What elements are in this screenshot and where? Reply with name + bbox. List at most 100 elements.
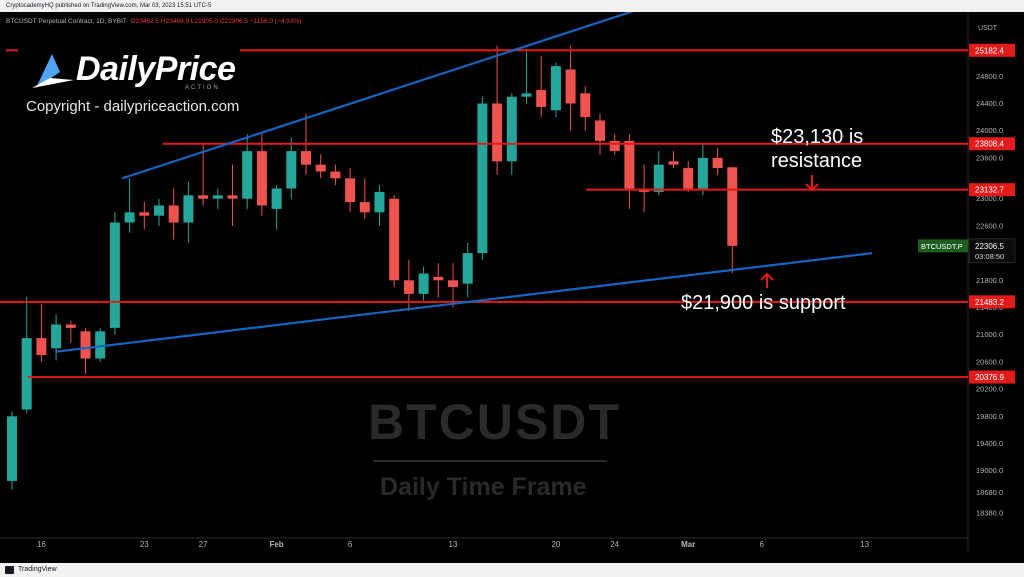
candle-body[interactable] xyxy=(359,202,370,213)
candle-body[interactable] xyxy=(51,324,62,349)
currency-label: USDT xyxy=(978,25,998,32)
candle-body[interactable] xyxy=(227,195,238,199)
y-tick-label: 24400.0 xyxy=(976,99,1003,108)
price-level-badge xyxy=(969,183,1015,197)
trendline[interactable] xyxy=(55,252,873,353)
resistance-arrow-icon xyxy=(805,175,819,192)
logo-wordmark: DailyPrice xyxy=(76,50,236,89)
candle-body[interactable] xyxy=(683,168,694,189)
y-tick-label: 24000.0 xyxy=(976,126,1003,135)
publisher-bar: CryptocademyHQ published on TradingView.… xyxy=(0,0,1024,12)
copyright-text: Copyright - dailypriceaction.com xyxy=(26,98,240,115)
candle-body[interactable] xyxy=(389,198,400,281)
price-level-badge-text: 20376.9 xyxy=(975,373,1004,382)
candle-body[interactable] xyxy=(256,151,267,206)
price-level-badge-text: 25182.4 xyxy=(975,46,1004,55)
candle-body[interactable] xyxy=(550,66,561,111)
logo-subtitle: ACTION xyxy=(185,85,220,91)
x-tick-label: 6 xyxy=(759,540,764,549)
candle-body[interactable] xyxy=(65,324,76,328)
candle-body[interactable] xyxy=(139,212,150,216)
trendline[interactable] xyxy=(121,12,725,180)
y-tick-label: 20600.0 xyxy=(976,357,1003,366)
candle-body[interactable] xyxy=(727,167,738,246)
price-level-badge xyxy=(969,370,1015,384)
candle-body[interactable] xyxy=(212,195,223,199)
candle-body[interactable] xyxy=(183,195,194,223)
candle-body[interactable] xyxy=(198,195,209,199)
candle-body[interactable] xyxy=(242,151,253,199)
y-tick-label: 23000.0 xyxy=(976,194,1003,203)
x-tick-label: 13 xyxy=(860,540,869,549)
candle-body[interactable] xyxy=(7,416,17,481)
y-tick-label: 20200.0 xyxy=(976,385,1003,394)
candle-body[interactable] xyxy=(168,205,179,223)
candle-body[interactable] xyxy=(668,161,679,165)
y-tick-label: 19800.0 xyxy=(976,412,1003,421)
candle-body[interactable] xyxy=(36,338,47,356)
candle-body[interactable] xyxy=(462,253,473,284)
candle-body[interactable] xyxy=(330,171,341,179)
symbol-info: BTCUSDT Perpetual Contract, 1D, BYBIT O2… xyxy=(6,18,301,25)
y-tick-label: 19400.0 xyxy=(976,439,1003,448)
ohlc-values: O23462.5 H23469.9 L21905.0 C22306.5 −115… xyxy=(130,18,302,25)
candle-body[interactable] xyxy=(271,188,282,209)
candle-body[interactable] xyxy=(109,222,120,328)
footer-bar: TradingView xyxy=(0,563,1024,577)
candle-body[interactable] xyxy=(477,103,488,254)
candle-body[interactable] xyxy=(433,276,444,281)
dailypriceaction-logo-icon xyxy=(32,54,74,88)
candle-body[interactable] xyxy=(403,280,414,294)
candle-body[interactable] xyxy=(374,191,385,213)
price-level-badge-text: 23808.4 xyxy=(975,140,1004,149)
y-tick-label: 21000.0 xyxy=(976,330,1003,339)
x-tick-label: Feb xyxy=(269,540,283,549)
candle-body[interactable] xyxy=(580,93,591,118)
candle-body[interactable] xyxy=(536,89,547,107)
current-price-value: 22306.5 xyxy=(975,242,1004,251)
price-level-badge-text: 23132.7 xyxy=(975,186,1004,195)
y-tick-label: 24800.0 xyxy=(976,72,1003,81)
x-tick-label: 16 xyxy=(37,540,46,549)
candle-body[interactable] xyxy=(80,331,91,359)
candle-countdown: 03:08:50 xyxy=(975,252,1004,261)
resistance-annotation-line1: $23,130 is xyxy=(771,126,864,148)
candle-body[interactable] xyxy=(315,164,326,172)
x-tick-label: 23 xyxy=(140,540,149,549)
price-level-badge xyxy=(969,43,1015,57)
candle-body[interactable] xyxy=(506,96,517,162)
x-tick-label: Mar xyxy=(681,540,695,549)
y-tick-label: 18380.0 xyxy=(976,508,1003,517)
x-tick-label: 27 xyxy=(199,540,208,549)
watermark-divider xyxy=(373,460,607,462)
y-tick-label: 22600.0 xyxy=(976,221,1003,230)
candle-body[interactable] xyxy=(154,205,164,216)
candle-body[interactable] xyxy=(653,164,664,192)
candle-body[interactable] xyxy=(21,338,32,410)
candle-body[interactable] xyxy=(286,151,297,189)
candle-body[interactable] xyxy=(697,157,708,189)
candle-body[interactable] xyxy=(124,212,135,223)
candle-body[interactable] xyxy=(345,178,356,203)
price-chart[interactable]: USDT 18380.0 18680.0 19000.0 19400.0 19800.0 2… xyxy=(0,12,1024,563)
candle-body[interactable] xyxy=(521,93,532,97)
candle-body[interactable] xyxy=(95,331,106,359)
logo-word-price: Price xyxy=(154,50,236,88)
candle-body[interactable] xyxy=(609,140,620,152)
y-tick-label: 19000.0 xyxy=(976,466,1003,475)
candle-body[interactable] xyxy=(418,273,429,294)
candle-body[interactable] xyxy=(565,69,576,104)
price-level-badge xyxy=(969,295,1015,309)
candle-body[interactable] xyxy=(301,151,311,165)
candle-body[interactable] xyxy=(448,280,458,288)
candle-body[interactable] xyxy=(492,103,503,162)
resistance-annotation-line2: resistance xyxy=(771,150,863,172)
candle-body[interactable] xyxy=(624,140,635,189)
price-level-badge xyxy=(969,137,1015,151)
y-tick-label: 23600.0 xyxy=(976,153,1003,162)
symbol-badge xyxy=(918,239,968,253)
symbol-badge-text: BTCUSDT.P xyxy=(921,242,963,251)
candle-body[interactable] xyxy=(712,157,723,169)
candle-body[interactable] xyxy=(595,120,605,141)
